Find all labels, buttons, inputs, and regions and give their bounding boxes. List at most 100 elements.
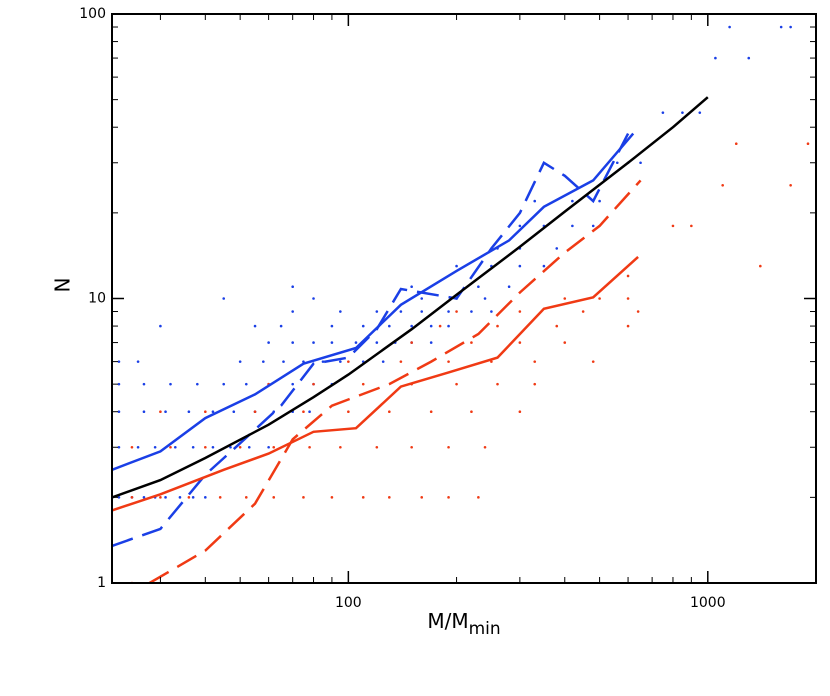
- data-point: [399, 360, 403, 363]
- data-point: [555, 247, 559, 250]
- data-point: [806, 142, 810, 146]
- data-point: [312, 297, 315, 300]
- data-point: [191, 496, 195, 499]
- data-point: [518, 264, 522, 268]
- data-point: [429, 324, 433, 328]
- data-point: [187, 496, 191, 499]
- data-point: [490, 310, 493, 313]
- data-point: [410, 285, 413, 289]
- data-point: [388, 496, 391, 499]
- data-point: [429, 341, 433, 344]
- data-point: [178, 496, 182, 499]
- data-point: [789, 183, 792, 187]
- data-point: [734, 142, 738, 146]
- data-point: [302, 496, 305, 499]
- data-point: [253, 410, 257, 414]
- data-point: [361, 324, 365, 328]
- data-point: [196, 382, 199, 386]
- data-point: [533, 360, 537, 363]
- data-point: [117, 410, 121, 414]
- data-point: [339, 445, 342, 449]
- data-point: [302, 410, 305, 414]
- data-point: [204, 410, 207, 414]
- data-point: [187, 410, 191, 414]
- data-point: [204, 496, 207, 499]
- data-point: [272, 445, 276, 449]
- data-point: [191, 445, 195, 449]
- y-tick-label: 10: [88, 291, 106, 307]
- data-point: [232, 410, 236, 414]
- data-point: [361, 496, 365, 499]
- data-point: [312, 341, 315, 344]
- data-point: [507, 285, 511, 289]
- data-point: [222, 382, 226, 386]
- data-point: [164, 410, 167, 414]
- data-point: [330, 496, 334, 499]
- data-point: [681, 111, 684, 114]
- data-point: [626, 324, 630, 328]
- data-point: [455, 264, 458, 268]
- data-point: [455, 310, 458, 313]
- data-point: [272, 496, 276, 499]
- data-line: [112, 133, 630, 548]
- data-point: [142, 382, 146, 386]
- data-point: [238, 360, 242, 363]
- data-point: [347, 410, 350, 414]
- data-point: [354, 341, 358, 344]
- data-point: [483, 445, 487, 449]
- data-point: [429, 410, 433, 414]
- data-point: [308, 445, 311, 449]
- data-point: [747, 56, 751, 60]
- data-point: [330, 341, 334, 344]
- x-tick-label: 1000: [690, 595, 726, 611]
- data-point: [698, 111, 702, 114]
- data-point: [496, 324, 499, 328]
- data-point: [244, 496, 248, 499]
- data-point: [142, 496, 146, 499]
- data-point: [381, 360, 385, 363]
- data-line: [112, 255, 639, 512]
- data-point: [117, 445, 121, 449]
- data-point: [455, 382, 458, 386]
- data-point: [721, 183, 724, 187]
- data-point: [571, 224, 574, 228]
- x-axis-label: M/Mmin: [427, 609, 500, 640]
- x-tick-label: 100: [335, 595, 362, 611]
- data-point: [759, 264, 762, 268]
- data-point: [330, 324, 334, 328]
- data-line: [148, 179, 642, 583]
- data-point: [789, 25, 792, 29]
- data-point: [483, 297, 487, 300]
- data-point: [496, 382, 499, 386]
- data-point: [211, 410, 215, 414]
- data-point: [267, 341, 270, 344]
- data-point: [591, 224, 595, 228]
- data-point: [563, 341, 567, 344]
- data-point: [542, 264, 546, 268]
- data-point: [222, 297, 226, 300]
- data-point: [518, 310, 522, 313]
- data-point: [563, 297, 567, 300]
- data-point: [636, 310, 640, 313]
- data-point: [321, 360, 325, 363]
- data-point: [347, 360, 350, 363]
- data-point: [173, 445, 177, 449]
- data-point: [591, 360, 595, 363]
- data-point: [410, 341, 413, 344]
- data-point: [399, 310, 403, 313]
- data-line: [112, 132, 635, 471]
- data-point: [279, 324, 283, 328]
- x-label-main: M/M: [427, 609, 468, 633]
- data-point: [159, 496, 162, 499]
- data-point: [447, 310, 450, 313]
- data-point: [262, 360, 265, 363]
- data-point: [533, 199, 537, 203]
- y-axis-label: N: [50, 278, 74, 293]
- data-point: [291, 310, 294, 313]
- data-point: [169, 382, 172, 386]
- data-point: [375, 310, 379, 313]
- data-point: [420, 310, 424, 313]
- data-point: [375, 445, 379, 449]
- data-point: [598, 297, 601, 300]
